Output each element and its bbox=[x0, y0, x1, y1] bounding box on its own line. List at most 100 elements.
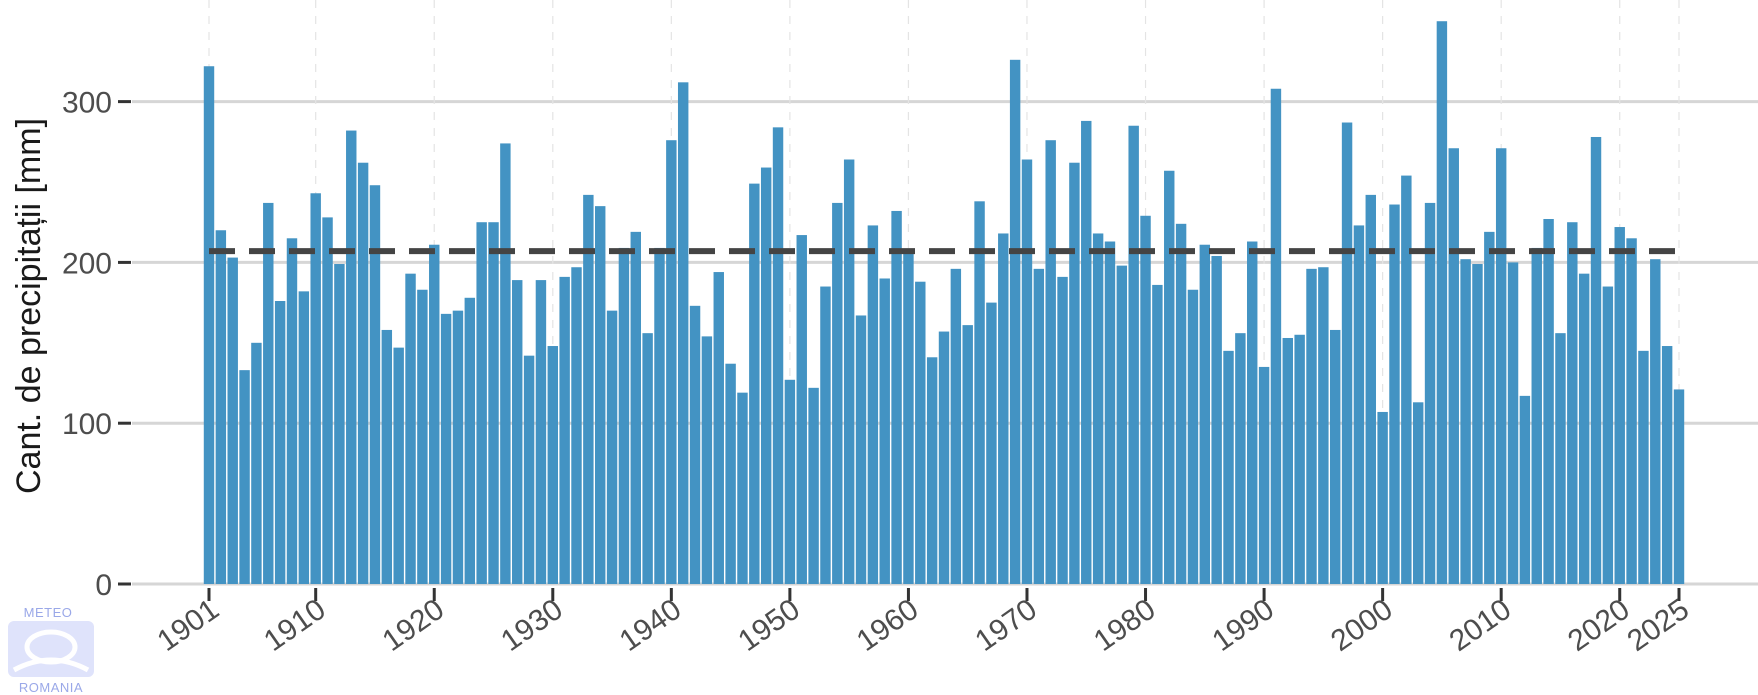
bar bbox=[464, 297, 476, 584]
bar bbox=[1199, 244, 1211, 584]
x-tick-label: 1940 bbox=[614, 593, 688, 658]
bar bbox=[452, 310, 464, 584]
meteo-romania-logo: METEO ROMANIA bbox=[8, 605, 94, 695]
bar bbox=[1353, 225, 1365, 584]
bar bbox=[1081, 120, 1092, 584]
x-tick-label: 2020 bbox=[1562, 593, 1636, 658]
bar bbox=[737, 392, 748, 584]
bar bbox=[630, 231, 641, 584]
bar bbox=[1412, 402, 1424, 584]
bar bbox=[926, 357, 938, 584]
bar bbox=[689, 305, 701, 584]
bar bbox=[227, 257, 238, 584]
bar bbox=[1341, 122, 1353, 585]
bar bbox=[1164, 170, 1175, 584]
x-tick-label: 1950 bbox=[732, 593, 806, 658]
bar bbox=[1247, 241, 1258, 584]
bar bbox=[879, 278, 890, 584]
logo-text-top: METEO bbox=[24, 605, 73, 620]
bar bbox=[357, 162, 369, 584]
bar bbox=[1436, 21, 1448, 585]
bar bbox=[642, 333, 653, 584]
bar bbox=[1401, 175, 1412, 585]
bar bbox=[784, 379, 796, 584]
bar bbox=[440, 313, 452, 584]
x-tick-label: 2025 bbox=[1621, 593, 1695, 658]
bar bbox=[855, 315, 867, 584]
bar bbox=[310, 193, 321, 585]
x-tick-label: 1930 bbox=[495, 593, 569, 658]
bar bbox=[417, 289, 428, 584]
bar bbox=[725, 363, 736, 584]
bar bbox=[1306, 268, 1317, 584]
bar bbox=[476, 222, 487, 585]
y-tick-label: 300 bbox=[62, 87, 112, 120]
bar bbox=[1057, 276, 1068, 584]
x-tick-label: 1990 bbox=[1206, 593, 1280, 658]
bar bbox=[666, 140, 677, 585]
bar bbox=[1519, 395, 1531, 584]
bar bbox=[1495, 148, 1507, 584]
bar bbox=[618, 247, 630, 584]
bar bbox=[986, 302, 997, 584]
bar bbox=[381, 329, 393, 584]
x-tick-label: 1980 bbox=[1088, 593, 1162, 658]
bar bbox=[1329, 329, 1341, 584]
x-tick-label: 1910 bbox=[258, 593, 332, 658]
bar bbox=[938, 331, 950, 584]
x-tick-label: 1960 bbox=[851, 593, 925, 658]
bar bbox=[713, 272, 724, 584]
bar bbox=[1033, 268, 1045, 584]
bar bbox=[760, 167, 772, 584]
bar bbox=[1578, 273, 1590, 584]
bar bbox=[1318, 267, 1329, 584]
bar bbox=[1472, 264, 1483, 584]
bar bbox=[915, 281, 926, 584]
bar bbox=[808, 387, 819, 584]
bar bbox=[1543, 218, 1554, 584]
bar bbox=[346, 130, 357, 584]
bar bbox=[1377, 411, 1388, 584]
bar bbox=[1223, 350, 1234, 584]
bar bbox=[1092, 233, 1104, 584]
bar bbox=[1448, 148, 1459, 584]
bar bbox=[334, 264, 345, 584]
bar bbox=[203, 66, 215, 584]
bar bbox=[606, 310, 618, 584]
bar bbox=[654, 247, 665, 584]
bar bbox=[1258, 366, 1270, 584]
bar bbox=[677, 82, 689, 585]
bar bbox=[843, 159, 855, 584]
bar bbox=[1128, 125, 1139, 584]
bar bbox=[1152, 284, 1163, 584]
bar bbox=[594, 206, 606, 584]
bar bbox=[523, 355, 535, 584]
bar bbox=[950, 268, 962, 584]
bar bbox=[512, 280, 523, 584]
bar bbox=[251, 342, 262, 584]
bar bbox=[1211, 255, 1222, 584]
y-axis: 0 100 200 300 bbox=[62, 87, 131, 602]
bar bbox=[1009, 59, 1021, 584]
bar bbox=[1567, 222, 1578, 585]
y-tick-label: 100 bbox=[62, 408, 112, 441]
bar bbox=[796, 235, 807, 585]
bar bbox=[1590, 136, 1602, 584]
bar bbox=[322, 217, 333, 585]
bar bbox=[286, 238, 298, 584]
bar bbox=[298, 291, 310, 584]
bar bbox=[1069, 162, 1080, 584]
y-tick-label: 0 bbox=[95, 569, 112, 602]
bar bbox=[1424, 202, 1436, 584]
bar bbox=[1626, 238, 1637, 584]
bar bbox=[1661, 346, 1673, 584]
bar bbox=[1555, 333, 1566, 584]
bar bbox=[571, 267, 582, 584]
bar bbox=[1294, 334, 1305, 584]
logo-text-bottom: ROMANIA bbox=[19, 680, 83, 695]
y-tick-label: 200 bbox=[62, 247, 112, 280]
bar bbox=[1484, 231, 1495, 584]
bar bbox=[500, 143, 511, 584]
bar bbox=[1638, 350, 1649, 584]
